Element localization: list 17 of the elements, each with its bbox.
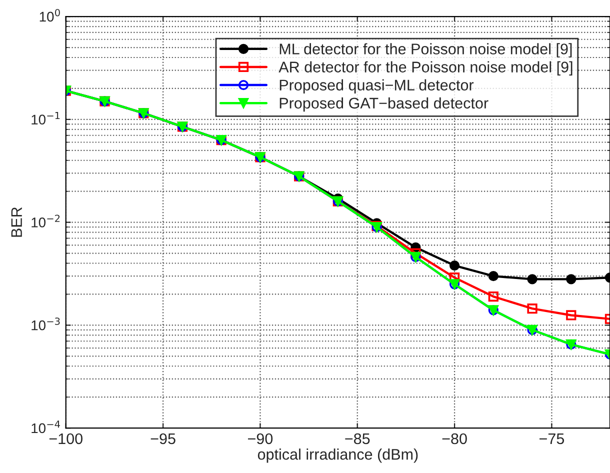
y-tick-label: 10$^{−2}$ — [32, 214, 60, 228]
x-tick-label: −90 — [248, 433, 273, 444]
x-tick-label: −85 — [345, 433, 370, 444]
y-tick-label: 10$^{−1}$ — [32, 112, 60, 125]
legend-label: AR detector for the Poisson noise model [9] — [278, 61, 572, 76]
x-tick-label: −100 — [49, 433, 82, 444]
x-tick-label: −80 — [442, 433, 467, 444]
legend-label: Proposed quasi−ML detector — [280, 79, 474, 94]
x-tick-label: −75 — [540, 433, 564, 444]
x-axis-title: optical irradiance (dBm) — [258, 448, 418, 463]
y-axis-title: BER — [11, 207, 22, 237]
x-tick-label: −95 — [150, 433, 176, 444]
y-tick-label: 10$^{−3}$ — [32, 318, 60, 330]
y-tick-label: 10$^{0}$ — [40, 8, 60, 22]
legend-label: ML detector for the Poisson noise model [9] — [280, 43, 572, 58]
legend-label: Proposed GAT−based detector — [280, 97, 488, 112]
y-tick-label: 10$^{−4}$ — [32, 420, 60, 434]
